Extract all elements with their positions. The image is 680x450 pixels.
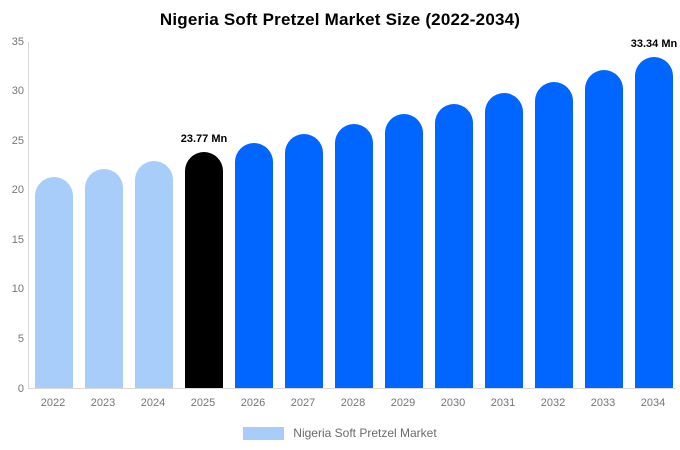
plot-area: 23.77 Mn 33.34 Mn bbox=[28, 38, 677, 389]
x-tick-label-2030: 2030 bbox=[440, 397, 466, 409]
y-tick-label-20: 20 bbox=[11, 184, 24, 197]
x-tick-label-2032: 2032 bbox=[540, 397, 566, 409]
y-tick-label-10: 10 bbox=[11, 283, 24, 296]
y-tick-label-35: 35 bbox=[11, 35, 24, 48]
y-tick-label-5: 5 bbox=[17, 332, 24, 345]
x-tick-label-2024: 2024 bbox=[140, 397, 166, 409]
bar-2023 bbox=[85, 169, 123, 388]
bar-2032 bbox=[535, 81, 573, 388]
data-label-2025: 23.77 Mn bbox=[180, 133, 228, 146]
x-tick-label-2033: 2033 bbox=[590, 397, 616, 409]
bar-2026 bbox=[235, 143, 273, 388]
bar-2029 bbox=[385, 114, 423, 388]
bar-2025 bbox=[185, 152, 223, 388]
y-tick-label-30: 30 bbox=[11, 85, 24, 98]
bar-2034 bbox=[635, 57, 673, 388]
x-tick-label-2022: 2022 bbox=[40, 397, 66, 409]
legend: Nigeria Soft Pretzel Market bbox=[0, 426, 680, 440]
bar-2024 bbox=[135, 161, 173, 388]
y-tick-label-25: 25 bbox=[11, 134, 24, 147]
x-tick-label-2034: 2034 bbox=[640, 397, 666, 409]
legend-swatch bbox=[243, 426, 285, 440]
bar-2033 bbox=[585, 69, 623, 388]
x-tick-label-2028: 2028 bbox=[340, 397, 366, 409]
x-tick-label-2026: 2026 bbox=[240, 397, 266, 409]
x-tick-label-2031: 2031 bbox=[490, 397, 516, 409]
bar-2027 bbox=[285, 134, 323, 388]
bar-2031 bbox=[485, 92, 523, 388]
x-tick-label-2027: 2027 bbox=[290, 397, 316, 409]
x-tick-label-2025: 2025 bbox=[190, 397, 216, 409]
legend-label: Nigeria Soft Pretzel Market bbox=[293, 426, 437, 440]
x-tick-label-2029: 2029 bbox=[390, 397, 416, 409]
y-tick-label-0: 0 bbox=[17, 382, 24, 395]
chart-title: Nigeria Soft Pretzel Market Size (2022-2… bbox=[159, 10, 521, 29]
data-label-2034: 33.34 Mn bbox=[630, 38, 678, 51]
bar-2030 bbox=[435, 103, 473, 388]
y-tick-label-15: 15 bbox=[11, 233, 24, 246]
bar-2022 bbox=[35, 177, 73, 388]
bar-2028 bbox=[335, 124, 373, 388]
x-tick-label-2023: 2023 bbox=[90, 397, 116, 409]
